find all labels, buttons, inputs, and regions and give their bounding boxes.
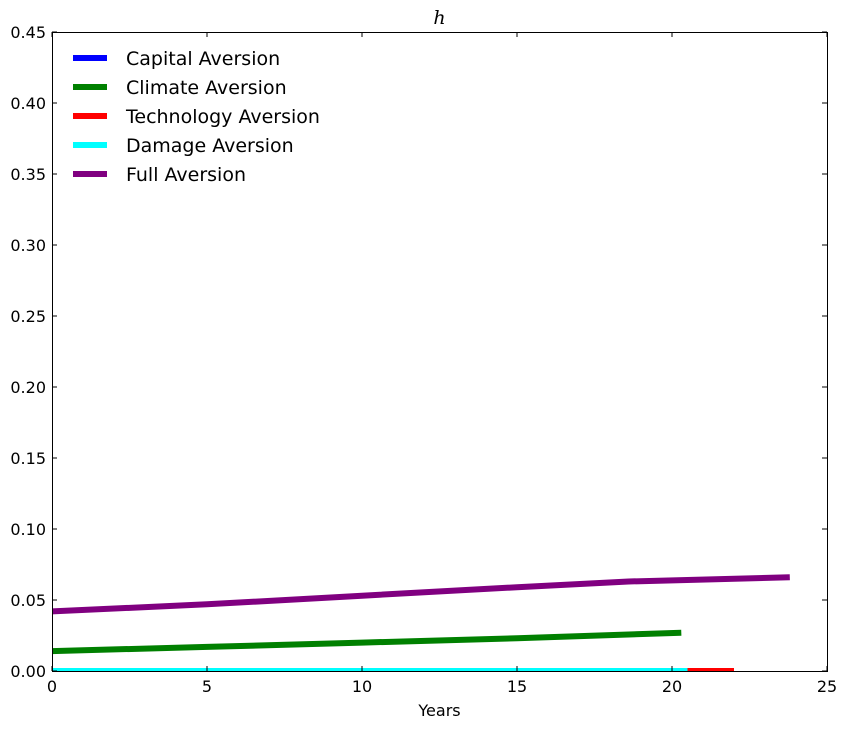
x-tick-label: 15 [507,677,527,696]
x-tick-label: 0 [47,677,57,696]
series-layer [52,574,790,671]
plot-frame [52,32,828,672]
legend-label-technology-aversion: Technology Aversion [125,106,320,128]
y-tick-label: 0.00 [10,662,46,681]
tick-layer: 0 5 10 15 20 25 0.00 0.05 0.10 0.15 0.20 0.25 0.30 0.… [10,23,837,696]
y-tick-label: 0.05 [10,591,46,610]
series-line-climate-aversion [52,629,682,655]
y-tick-label: 0.30 [10,236,46,255]
legend-label-damage-aversion: Damage Aversion [126,135,294,157]
legend: Capital Aversion Climate Aversion Technolo… [73,48,320,186]
legend-label-capital-aversion: Capital Aversion [126,48,280,70]
y-tick-label: 0.40 [10,94,46,113]
x-tick-label: 5 [202,677,212,696]
series-line-full-aversion [52,574,790,615]
x-axis-label: Years [417,701,460,720]
legend-label-full-aversion: Full Aversion [126,164,246,186]
y-tick-label: 0.35 [10,165,46,184]
y-tick-label: 0.15 [10,449,46,468]
y-tick-label: 0.45 [10,23,46,42]
chart-title: h [433,7,445,29]
x-tick-label: 10 [352,677,372,696]
x-tick-label: 25 [817,677,837,696]
x-tick-label: 20 [662,677,682,696]
legend-label-climate-aversion: Climate Aversion [126,77,287,99]
y-tick-label: 0.20 [10,378,46,397]
y-tick-label: 0.10 [10,520,46,539]
y-tick-label: 0.25 [10,307,46,326]
